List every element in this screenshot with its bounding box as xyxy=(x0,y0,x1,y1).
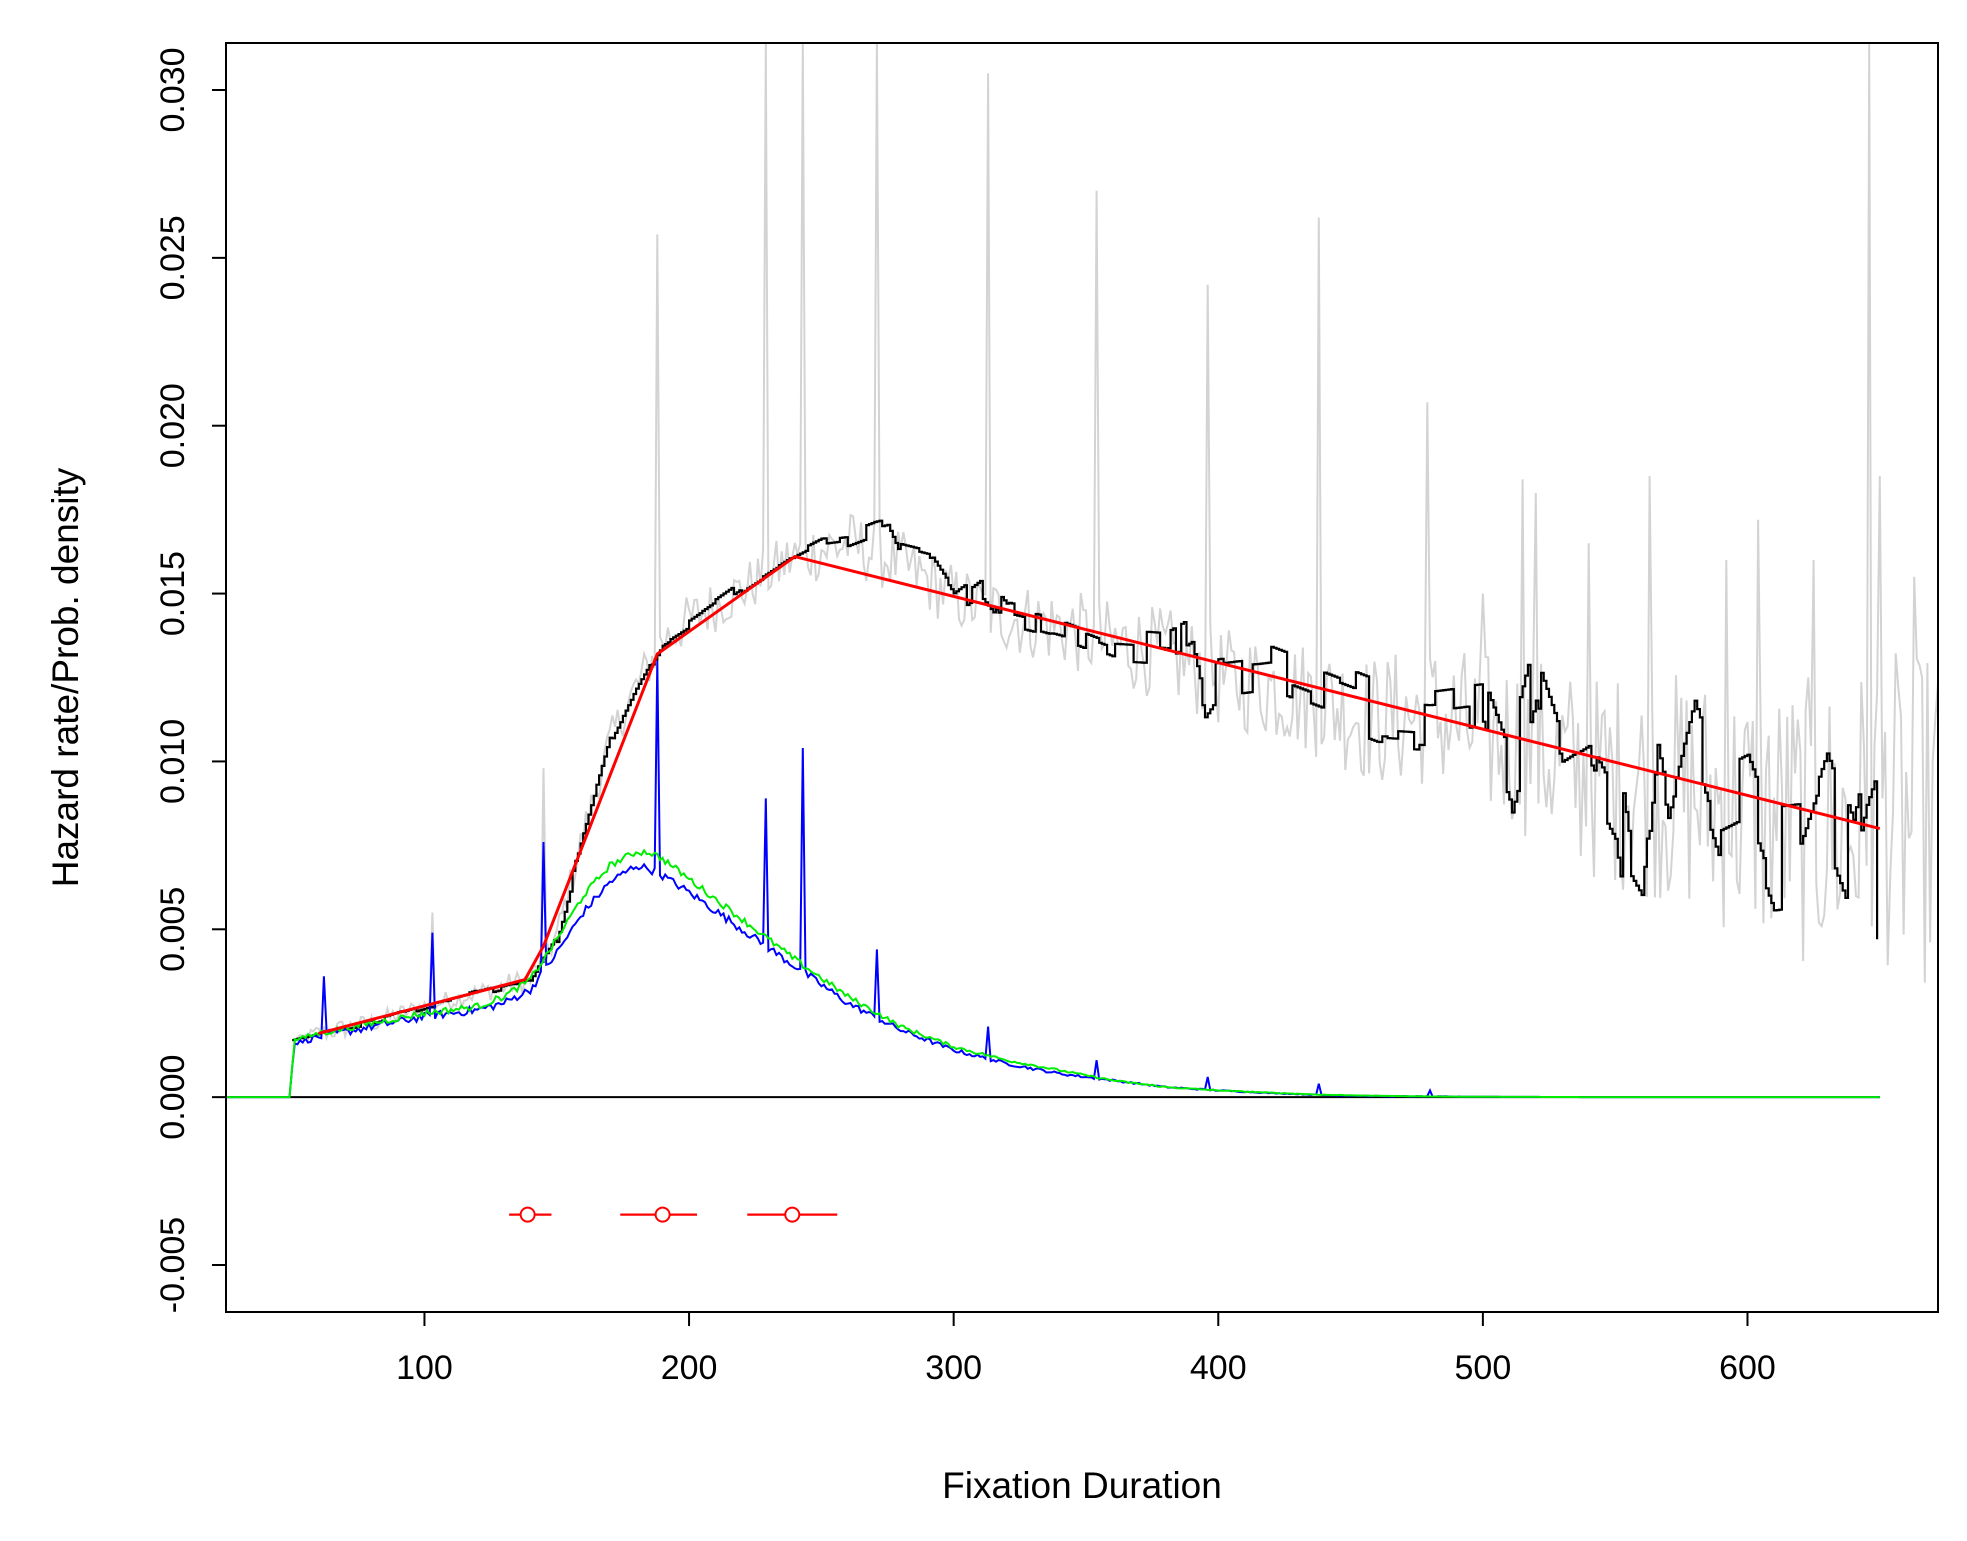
x-axis: 100 200 300 400 500 600 xyxy=(396,1312,1776,1387)
y-tick-label: -0.005 xyxy=(154,1217,192,1313)
x-tick-label: 100 xyxy=(396,1349,453,1387)
y-tick-label: 0.025 xyxy=(154,215,192,300)
x-tick-label: 300 xyxy=(925,1349,982,1387)
x-tick-label: 400 xyxy=(1190,1349,1247,1387)
y-axis: -0.005 0.000 0.005 0.010 0.015 0.020 0.025 0.03… xyxy=(154,47,226,1313)
x-tick-label: 600 xyxy=(1719,1349,1776,1387)
x-axis-label: Fixation Duration xyxy=(942,1465,1222,1506)
y-tick-label: 0.010 xyxy=(154,719,192,804)
y-tick-label: 0.030 xyxy=(154,47,192,132)
series-piecewise-fit xyxy=(318,554,1881,1035)
x-tick-label: 200 xyxy=(661,1349,718,1387)
y-tick-label: 0.020 xyxy=(154,383,192,468)
y-tick-label: 0.005 xyxy=(154,887,192,972)
breakpoint-marker xyxy=(654,1206,671,1223)
series-layer xyxy=(226,43,1938,1223)
breakpoint-marker xyxy=(519,1206,536,1223)
y-tick-label: 0.015 xyxy=(154,551,192,636)
breakpoint-2 xyxy=(620,1206,697,1223)
x-tick-label: 500 xyxy=(1455,1349,1512,1387)
breakpoint-3 xyxy=(747,1206,838,1223)
y-axis-label: Hazard rate/Prob. density xyxy=(45,467,86,887)
breakpoint-marker xyxy=(784,1206,801,1223)
plot-frame xyxy=(225,42,1939,1313)
breakpoint-1 xyxy=(509,1206,552,1223)
y-tick-label: 0.000 xyxy=(154,1055,192,1140)
plot-area xyxy=(226,43,1938,1223)
series-smoothed-hazard xyxy=(292,519,1879,1042)
series-density-smoothed xyxy=(226,848,1880,1099)
